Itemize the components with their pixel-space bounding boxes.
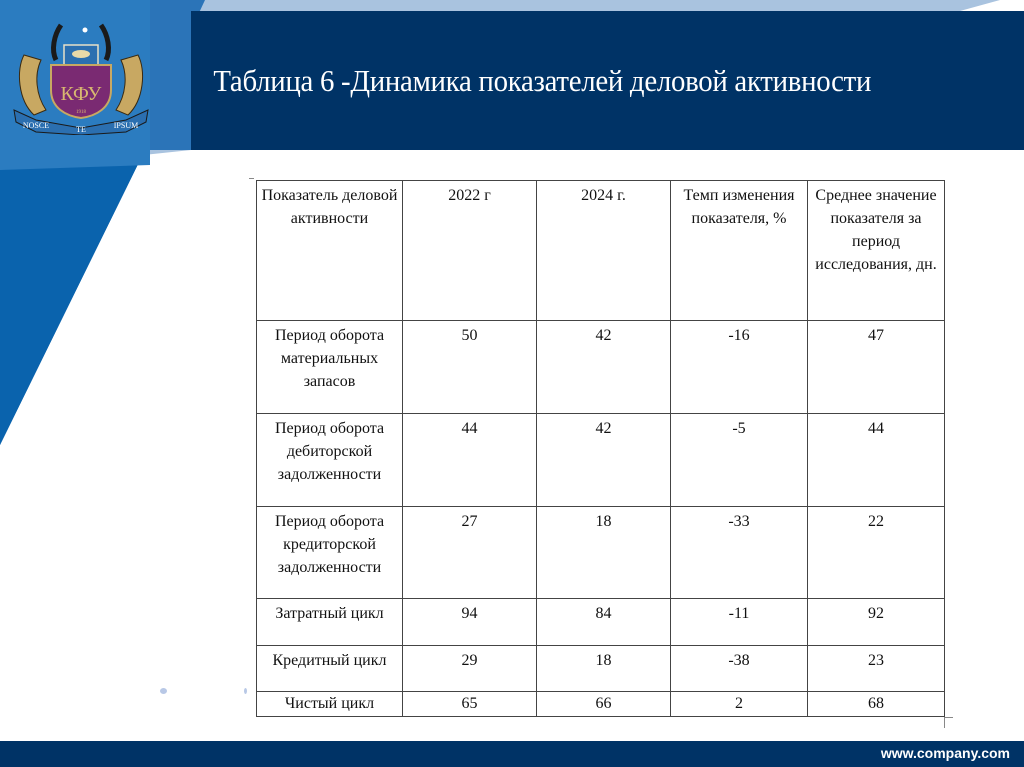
table-row: Затратный цикл 94 84 -11 92 <box>256 598 945 646</box>
cell-change-rate: -16 <box>670 320 808 414</box>
cell-2022: 94 <box>402 598 537 646</box>
cell-2022: 27 <box>402 506 537 599</box>
cell-2024: 18 <box>536 506 671 599</box>
svg-text:TE: TE <box>76 125 86 134</box>
header-indicator: Показатель деловой активности <box>256 180 403 321</box>
svg-text:IPSUM: IPSUM <box>114 121 138 130</box>
row-label: Период оборота дебиторской задолженности <box>256 413 403 507</box>
svg-text:КФУ: КФУ <box>61 83 103 105</box>
cell-average: 47 <box>807 320 945 414</box>
row-label: Период оборота материальных запасов <box>256 320 403 414</box>
table-row: Период оборота дебиторской задолженности… <box>256 413 945 507</box>
business-activity-table-container: Показатель деловой активности 2022 г 202… <box>256 180 945 717</box>
cell-average: 44 <box>807 413 945 507</box>
cell-average: 23 <box>807 645 945 692</box>
decorative-dot <box>244 688 247 694</box>
table-header-row: Показатель деловой активности 2022 г 202… <box>256 180 945 321</box>
cell-2024: 42 <box>536 320 671 414</box>
cell-change-rate: 2 <box>670 691 808 717</box>
table-row: Чистый цикл 65 66 2 68 <box>256 691 945 717</box>
cell-change-rate: -38 <box>670 645 808 692</box>
cell-2022: 50 <box>402 320 537 414</box>
table-row: Кредитный цикл 29 18 -38 23 <box>256 645 945 692</box>
cell-2024: 84 <box>536 598 671 646</box>
cell-2022: 65 <box>402 691 537 717</box>
header-2024: 2024 г. <box>536 180 671 321</box>
cell-2022: 44 <box>402 413 537 507</box>
cell-average: 68 <box>807 691 945 717</box>
cell-2024: 18 <box>536 645 671 692</box>
header-average-value: Среднее значение показателя за период ис… <box>807 180 945 321</box>
cell-2022: 29 <box>402 645 537 692</box>
footer-band: www.company.com <box>0 741 1024 767</box>
row-label: Период оборота кредиторской задолженност… <box>256 506 403 599</box>
cell-change-rate: -33 <box>670 506 808 599</box>
decorative-dot <box>160 688 167 694</box>
table-corner-mark-top-left <box>249 178 254 179</box>
row-label: Чистый цикл <box>256 691 403 717</box>
table-row: Период оборота кредиторской задолженност… <box>256 506 945 599</box>
table-corner-mark-bottom-right <box>944 717 953 728</box>
cell-average: 22 <box>807 506 945 599</box>
university-crest-logo: КФУ 1918 NOSCE TE IPSUM <box>13 23 149 135</box>
svg-text:1918: 1918 <box>76 110 87 115</box>
cell-change-rate: -11 <box>670 598 808 646</box>
footer-url: www.company.com <box>880 745 1010 761</box>
cell-2024: 42 <box>536 413 671 507</box>
cell-2024: 66 <box>536 691 671 717</box>
table-row: Период оборота материальных запасов 50 4… <box>256 320 945 414</box>
business-activity-table: Показатель деловой активности 2022 г 202… <box>256 180 945 717</box>
title-band: Таблица 6 -Динамика показателей деловой … <box>191 11 1024 150</box>
cell-average: 92 <box>807 598 945 646</box>
row-label: Затратный цикл <box>256 598 403 646</box>
svg-text:NOSCE: NOSCE <box>23 121 49 130</box>
header-2022: 2022 г <box>402 180 537 321</box>
row-label: Кредитный цикл <box>256 645 403 692</box>
slide-title: Таблица 6 -Динамика показателей деловой … <box>213 62 872 98</box>
cell-change-rate: -5 <box>670 413 808 507</box>
header-change-rate: Темп изменения показателя, % <box>670 180 808 321</box>
